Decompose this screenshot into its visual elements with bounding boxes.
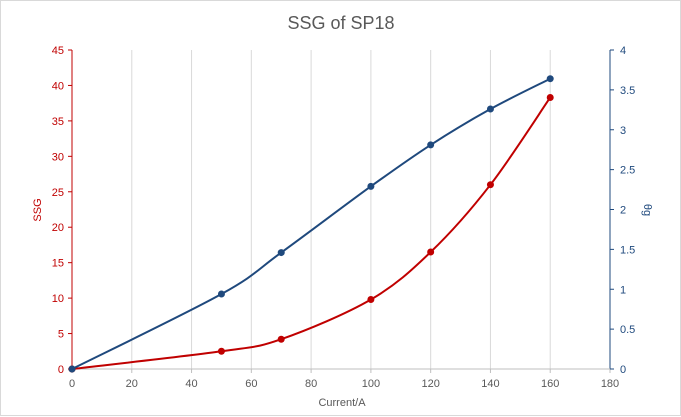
x-axis-title: Current/A [318,397,366,409]
y2-tick-label: 1.5 [620,244,635,256]
y2-tick-label: 3 [620,125,626,137]
x-tick-label: 120 [421,378,439,390]
y-tick-label: 15 [52,258,64,270]
ssg-point [217,347,225,355]
x-tick-label: 180 [601,378,619,390]
y-tick-label: 20 [52,222,64,234]
x-tick-label: 20 [126,378,138,390]
y-tick-label: 30 [52,151,64,163]
theta-g-point [217,290,225,298]
y-tick-label: 10 [52,293,64,305]
x-tick-label: 140 [481,378,499,390]
y-tick-label: 35 [52,116,64,128]
series-layer [68,75,554,373]
ssg-point [546,93,554,101]
y2-tick-label: 4 [620,45,626,57]
ssg-point [367,296,375,304]
y2-tick-label: 2.5 [620,165,635,177]
y2-tick-label: 0.5 [620,324,635,336]
x-tick-label: 40 [185,378,197,390]
theta-g-point [68,365,76,373]
y-tick-label: 45 [52,45,64,57]
y2-tick-label: 0 [620,364,626,376]
theta-g-point [367,182,375,190]
y-axis-title: SSG [32,198,44,221]
y2-tick-label: 3.5 [620,85,635,97]
chart-title: SSG of SP18 [287,13,394,33]
theta-g-point [427,141,435,149]
y-tick-label: 5 [58,329,64,341]
ssg-point [427,248,435,256]
theta-g-point [546,75,554,83]
x-tick-label: 100 [362,378,380,390]
theta-g-point [486,105,494,113]
y2-tick-label: 1 [620,284,626,296]
y-tick-label: 25 [52,187,64,199]
x-tick-label: 0 [69,378,75,390]
ssg-point [277,335,285,343]
y2-tick-label: 2 [620,205,626,217]
y2-axis-title: θg [641,204,653,216]
ssg-point [486,181,494,189]
x-tick-label: 60 [245,378,257,390]
y-tick-label: 0 [58,364,64,376]
x-tick-label: 160 [541,378,559,390]
grid-layer [131,50,611,369]
theta-g-point [277,249,285,257]
axis-layer: 0 20 40 60 80 100 120 140 160 1800510152025303540… [52,45,636,390]
y-tick-label: 40 [52,80,64,92]
x-tick-label: 80 [305,378,317,390]
